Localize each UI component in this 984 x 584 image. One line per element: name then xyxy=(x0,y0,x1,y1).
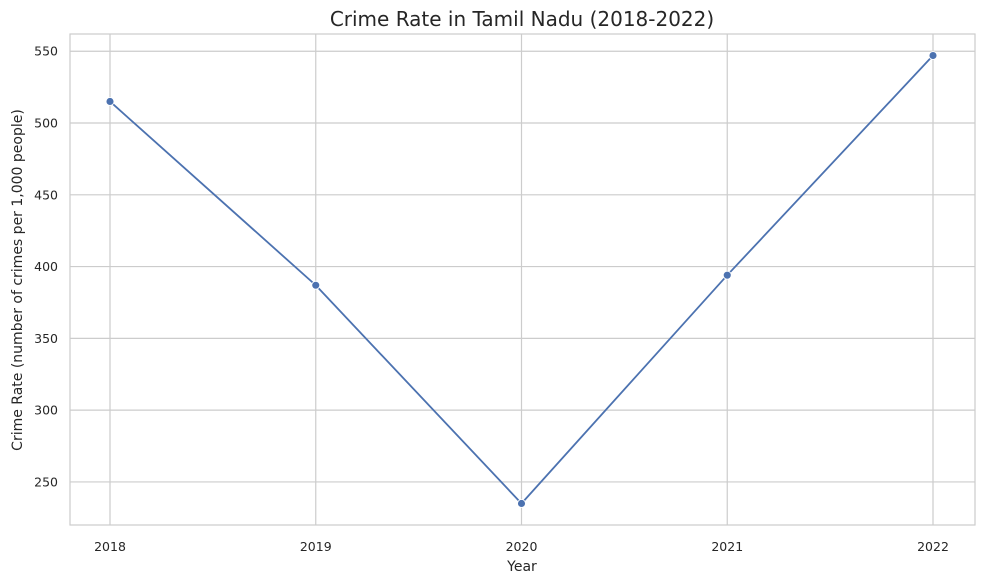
y-tick-label: 550 xyxy=(34,44,58,59)
x-axis-label: Year xyxy=(506,559,537,575)
y-tick-label: 300 xyxy=(34,403,58,418)
y-tick-label: 350 xyxy=(34,331,58,346)
grid-lines xyxy=(70,34,975,525)
y-tick-label: 450 xyxy=(34,187,58,202)
x-tick-label: 2020 xyxy=(506,539,538,554)
x-tick-labels: 2018 2019 2020 2021 2022 xyxy=(94,539,949,554)
data-point xyxy=(105,97,115,106)
data-point xyxy=(722,270,732,280)
x-tick-label: 2022 xyxy=(917,539,949,554)
y-axis-label: Crime Rate (number of crimes per 1,000 p… xyxy=(10,109,26,451)
plot-frame xyxy=(69,33,976,526)
data-point xyxy=(517,499,526,508)
y-tick-labels: 250 300 350 400 450 500 550 xyxy=(34,44,58,490)
x-tick-label: 2019 xyxy=(300,539,332,554)
series-layer xyxy=(105,51,938,508)
data-point xyxy=(311,280,321,290)
chart-title: Crime Rate in Tamil Nadu (2018-2022) xyxy=(330,7,714,31)
x-tick-label: 2018 xyxy=(94,539,126,554)
data-point xyxy=(928,51,938,60)
y-tick-label: 400 xyxy=(34,259,58,274)
y-tick-label: 500 xyxy=(34,116,58,131)
x-tick-label: 2021 xyxy=(711,539,743,554)
y-tick-label: 250 xyxy=(34,474,58,489)
